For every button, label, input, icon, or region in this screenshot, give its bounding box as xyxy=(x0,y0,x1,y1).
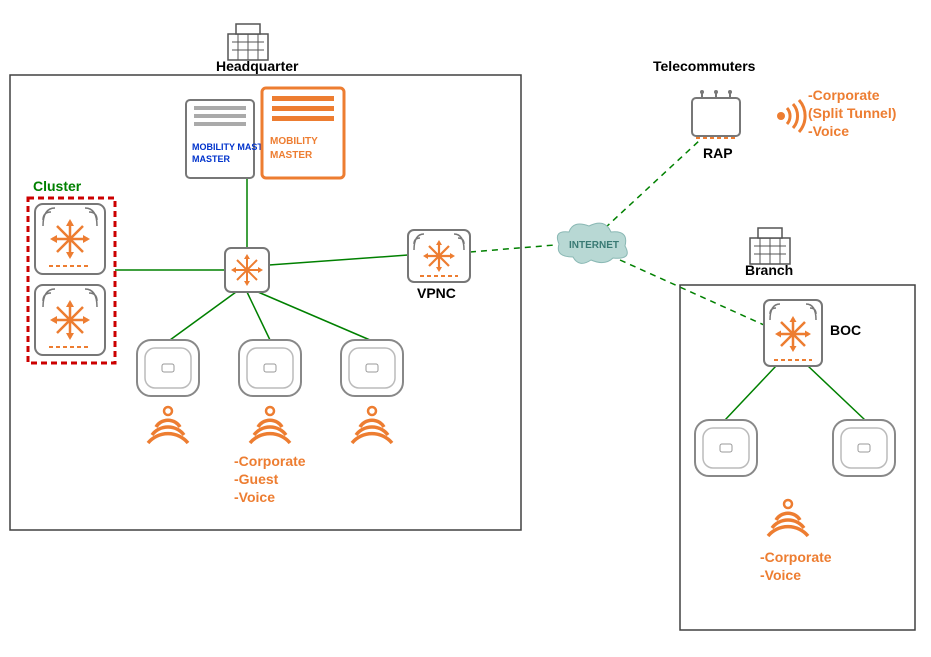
access-point-icon xyxy=(239,340,301,396)
ssid-branch-list: -Corporate -Voice xyxy=(760,548,832,584)
wifi-signal-icon xyxy=(148,407,188,443)
branch-label: Branch xyxy=(745,262,793,278)
wifi-signal-icon xyxy=(777,100,805,132)
ssid-item: -Corporate xyxy=(808,86,896,104)
boc-controller-icon xyxy=(764,300,822,366)
internet-label: INTERNET xyxy=(569,240,619,251)
svg-text:MASTER: MASTER xyxy=(270,150,313,161)
headquarter-label: Headquarter xyxy=(216,58,298,74)
edge xyxy=(170,292,236,340)
wifi-signal-icon xyxy=(250,407,290,443)
edge xyxy=(605,140,700,228)
edge xyxy=(247,292,270,340)
wifi-signal-icon xyxy=(352,407,392,443)
svg-text:MOBILITY: MOBILITY xyxy=(270,136,318,147)
access-point-icon xyxy=(695,420,757,476)
access-point-icon xyxy=(137,340,199,396)
cluster-controller-icon xyxy=(35,285,105,355)
edge xyxy=(470,245,555,252)
ssid-item: -Guest xyxy=(234,470,306,488)
wifi-signal-icon xyxy=(768,500,808,536)
ssid-item: (Split Tunnel) xyxy=(808,104,896,122)
edge xyxy=(620,260,764,325)
svg-text:MASTER: MASTER xyxy=(192,154,231,164)
vpnc-label: VPNC xyxy=(417,285,456,301)
edge xyxy=(725,366,776,420)
building-icon xyxy=(750,228,790,264)
rap-icon xyxy=(692,90,740,138)
boc-label: BOC xyxy=(830,322,861,338)
ssid-item: -Voice xyxy=(234,488,306,506)
ssid-item: -Voice xyxy=(808,122,896,140)
mobility-master-primary-icon: MOBILITY MASTER xyxy=(262,88,344,178)
rap-label: RAP xyxy=(703,145,733,161)
edge xyxy=(269,255,408,265)
vpnc-controller-icon xyxy=(408,230,470,282)
access-point-icon xyxy=(341,340,403,396)
ssid-hq-list: -Corporate -Guest -Voice xyxy=(234,452,306,507)
cluster-controller-icon xyxy=(35,204,105,274)
access-point-icon xyxy=(833,420,895,476)
ssid-item: -Corporate xyxy=(760,548,832,566)
core-switch-icon xyxy=(225,248,269,292)
telecommuters-label: Telecommuters xyxy=(653,58,755,74)
cluster-label: Cluster xyxy=(33,178,81,194)
ssid-item: -Corporate xyxy=(234,452,306,470)
internet-cloud-icon: INTERNET xyxy=(557,223,627,263)
building-icon xyxy=(228,24,268,60)
edge xyxy=(808,366,865,420)
edge xyxy=(258,292,370,340)
ssid-tele-list: -Corporate (Split Tunnel) -Voice xyxy=(808,86,896,141)
ssid-item: -Voice xyxy=(760,566,832,584)
